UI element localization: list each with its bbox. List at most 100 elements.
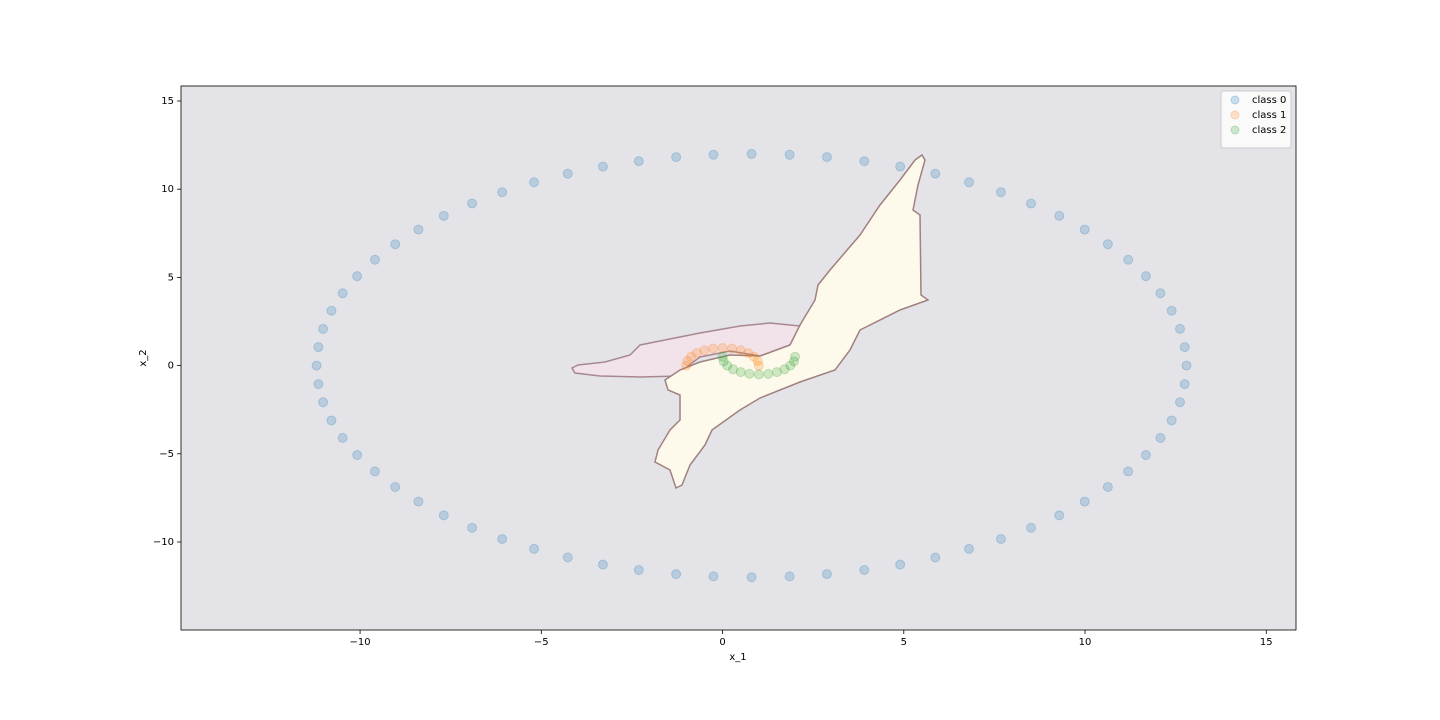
scatter-point xyxy=(717,342,728,353)
scatter-point xyxy=(1175,323,1186,334)
scatter-point xyxy=(784,571,795,582)
scatter-point xyxy=(790,351,801,362)
scatter-point xyxy=(964,177,975,188)
scatter-point xyxy=(369,254,380,265)
scatter-point xyxy=(1054,210,1065,221)
scatter-point xyxy=(1123,254,1134,265)
scatter-point xyxy=(1181,360,1192,371)
scatter-point xyxy=(390,239,401,250)
scatter-point xyxy=(895,559,906,570)
scatter-point xyxy=(743,348,754,359)
y-axis-label: x_2 xyxy=(138,349,149,366)
scatter-point xyxy=(859,156,870,167)
scatter-point xyxy=(1166,415,1177,426)
scatter-point xyxy=(686,351,697,362)
scatter-point xyxy=(859,565,870,576)
legend-label: class 0 xyxy=(1252,95,1286,106)
scatter-point xyxy=(682,355,693,366)
scatter-point xyxy=(390,481,401,492)
scatter-point xyxy=(1179,379,1190,390)
legend-box xyxy=(1220,90,1292,149)
scatter-point xyxy=(497,533,508,544)
x-tick-label: −5 xyxy=(534,637,549,648)
legend-marker xyxy=(1230,125,1240,135)
scatter-point xyxy=(744,368,755,379)
scatter-point xyxy=(1054,510,1065,521)
scatter-point xyxy=(895,161,906,172)
scatter-point xyxy=(746,148,757,159)
scatter-point xyxy=(337,288,348,299)
scatter-point xyxy=(313,379,324,390)
scatter-point xyxy=(821,152,832,163)
legend-label: class 2 xyxy=(1252,125,1286,136)
legend-marker xyxy=(1230,110,1240,120)
scatter-point xyxy=(313,342,324,353)
scatter-point xyxy=(1140,450,1151,461)
scatter-point xyxy=(633,156,644,167)
y-tick-label: 5 xyxy=(168,272,174,283)
scatter-point xyxy=(749,351,760,362)
scatter-point xyxy=(311,360,322,371)
scatter-point xyxy=(1179,342,1190,353)
scatter-point xyxy=(771,367,782,378)
scatter-point xyxy=(633,565,644,576)
scatter-point xyxy=(1102,239,1113,250)
scatter-point xyxy=(763,368,774,379)
scatter-point xyxy=(1102,481,1113,492)
scatter-point xyxy=(562,168,573,179)
scatter-point xyxy=(1155,432,1166,443)
scatter-point xyxy=(1079,496,1090,507)
scatter-point xyxy=(821,569,832,580)
plot-frame xyxy=(180,85,1297,631)
scatter-point xyxy=(708,343,719,354)
scatter-point xyxy=(467,198,478,209)
scatter-point xyxy=(1123,466,1134,477)
x-tick-label: 15 xyxy=(1260,637,1273,648)
scatter-point xyxy=(438,210,449,221)
scatter-point xyxy=(995,187,1006,198)
scatter-point xyxy=(326,415,337,426)
scatter-point xyxy=(597,161,608,172)
scatter-point xyxy=(964,543,975,554)
scatter-point xyxy=(1026,198,1037,209)
scatter-point xyxy=(752,355,763,366)
scatter-point xyxy=(1166,305,1177,316)
scatter-point xyxy=(930,552,941,563)
scatter-point xyxy=(352,271,363,282)
scatter-point xyxy=(413,496,424,507)
scatter-point xyxy=(413,224,424,235)
scatter-point xyxy=(1079,224,1090,235)
scatter-point xyxy=(699,345,710,356)
scatter-point xyxy=(779,364,790,375)
scatter-point xyxy=(785,360,796,371)
scatter-point xyxy=(788,356,799,367)
region-class-2 xyxy=(654,153,930,490)
scatter-point xyxy=(681,360,692,371)
scatter-point xyxy=(529,543,540,554)
y-tick-label: −5 xyxy=(159,449,174,460)
x-tick-label: 5 xyxy=(901,637,907,648)
scatter-point xyxy=(318,397,329,408)
scatter-point xyxy=(717,351,728,362)
scatter-point xyxy=(1155,288,1166,299)
scatter-point xyxy=(995,533,1006,544)
scatter-point xyxy=(1140,271,1151,282)
x-axis-label: x_1 xyxy=(729,652,746,663)
y-tick-label: −10 xyxy=(153,537,174,548)
scatter-point xyxy=(467,522,478,533)
scatter-point xyxy=(497,187,508,198)
scatter-point xyxy=(691,348,702,359)
y-tick-label: 15 xyxy=(161,96,174,107)
scatter-point xyxy=(438,510,449,521)
scatter-point xyxy=(529,177,540,188)
scatter-point xyxy=(753,369,764,380)
x-tick-label: 10 xyxy=(1079,637,1092,648)
x-tick-label: −10 xyxy=(350,637,371,648)
scatter-point xyxy=(708,149,719,160)
scatter-point xyxy=(722,360,733,371)
y-tick-label: 0 xyxy=(168,361,174,372)
scatter-point xyxy=(726,343,737,354)
scatter-point xyxy=(735,345,746,356)
